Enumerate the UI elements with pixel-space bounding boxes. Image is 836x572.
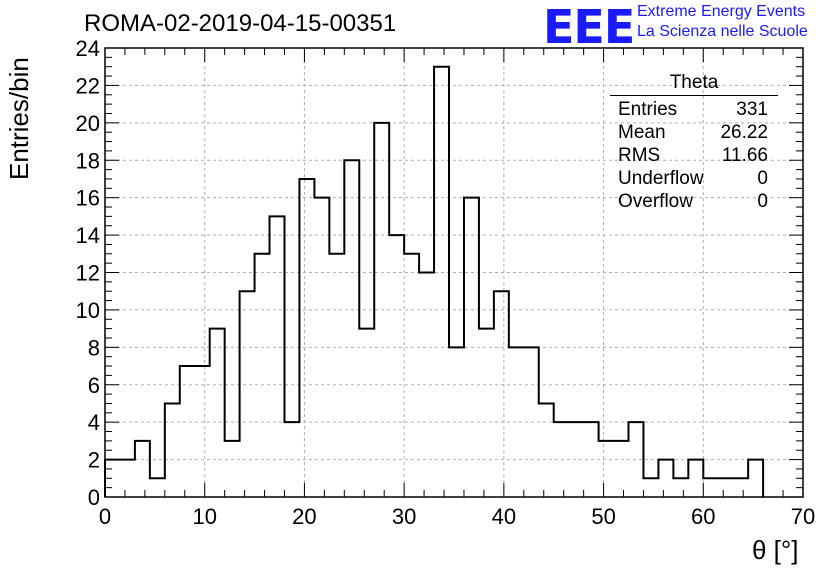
stats-label: Underflow (618, 168, 704, 189)
stats-value: 0 (757, 168, 768, 189)
y-tick-label: 10 (76, 298, 100, 323)
stats-value: 11.66 (721, 145, 768, 166)
y-tick-label: 12 (76, 261, 100, 286)
stats-value: 0 (757, 191, 768, 212)
stats-value: 331 (736, 99, 768, 120)
stats-label: Overflow (618, 191, 693, 212)
y-tick-label: 14 (76, 223, 100, 248)
axis-ticks (104, 47, 804, 498)
chart-title: ROMA-02-2019-04-15-00351 (84, 10, 397, 37)
stats-label: Mean (618, 122, 666, 143)
stats-row-underflow: Underflow 0 (610, 167, 778, 190)
x-tick-label: 10 (192, 504, 216, 529)
stats-label: Entries (618, 99, 678, 120)
y-tick-label: 18 (76, 148, 100, 173)
y-tick-label: 6 (88, 373, 100, 398)
x-tick-label: 20 (292, 504, 316, 529)
stats-value: 26.22 (720, 122, 768, 143)
y-axis-label: Entries/bin (4, 57, 34, 180)
x-tick-label: 30 (392, 504, 416, 529)
stats-row-overflow: Overflow 0 (610, 190, 778, 213)
y-tick-label: 0 (88, 485, 100, 510)
y-tick-label: 22 (76, 73, 100, 98)
stats-label: RMS (618, 145, 661, 166)
histogram-outline (104, 65, 765, 497)
y-tick-label: 24 (76, 36, 100, 61)
logo-caption-line2: La Scienza nelle Scuole (637, 23, 808, 40)
eee-logo: EEE (543, 0, 635, 54)
stats-box: Theta Entries 331 Mean 26.22 RMS 11.66 U… (610, 72, 778, 213)
y-tick-label: 16 (76, 186, 100, 211)
y-tick-label: 8 (88, 335, 100, 360)
x-tick-label: 40 (492, 504, 516, 529)
stats-row-mean: Mean 26.22 (610, 121, 778, 144)
y-tick-label: 2 (88, 448, 100, 473)
y-tick-label: 20 (76, 111, 100, 136)
x-axis-label: θ [°] (752, 535, 799, 565)
stats-row-rms: RMS 11.66 (610, 144, 778, 167)
plot-frame (104, 47, 804, 498)
x-tick-label: 70 (791, 504, 815, 529)
stats-row-entries: Entries 331 (610, 98, 778, 121)
x-tick-label: 60 (691, 504, 715, 529)
y-tick-label: 4 (88, 410, 100, 435)
x-tick-label: 0 (99, 504, 111, 529)
histogram-bins (104, 65, 765, 497)
x-tick-label: 50 (591, 504, 615, 529)
logo-caption-line1: Extreme Energy Events (637, 3, 806, 20)
stats-title: Theta (610, 72, 778, 96)
